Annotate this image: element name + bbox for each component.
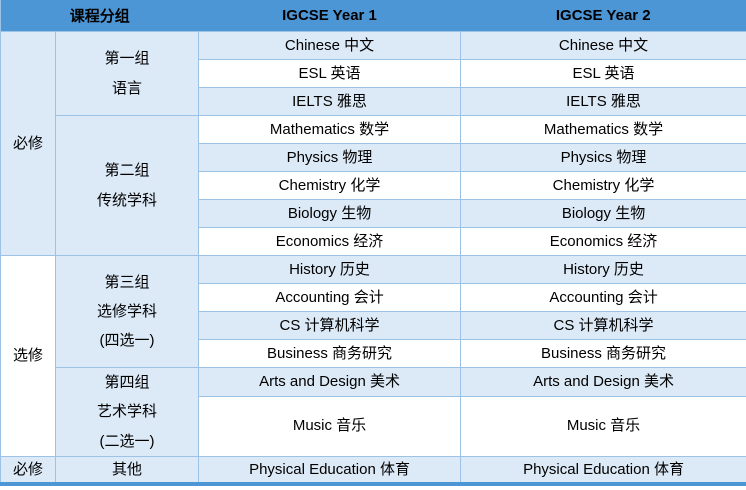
header-row: 课程分组 IGCSE Year 1 IGCSE Year 2 bbox=[0, 0, 746, 32]
group-2-traditional: 第二组 传统学科 bbox=[54, 115, 200, 256]
header-igcse-year1: IGCSE Year 1 bbox=[198, 0, 461, 32]
course-cell: Mathematics 数学 bbox=[198, 115, 462, 144]
table-row: Chemistry 化学 Chemistry 化学 bbox=[1, 171, 746, 200]
table-row: CS 计算机科学 CS 计算机科学 bbox=[1, 311, 746, 340]
group-line: 传统学科 bbox=[97, 191, 158, 209]
category-required-top: 必修 bbox=[0, 31, 56, 256]
table-row: ESL 英语 ESL 英语 bbox=[1, 59, 746, 88]
group-line: 第四组 bbox=[104, 374, 150, 391]
group-line: (二选一) bbox=[99, 432, 155, 450]
table-row: Accounting 会计 Accounting 会计 bbox=[1, 283, 746, 312]
table-row: 第四组 艺术学科 (二选一) Arts and Design 美术 Arts a… bbox=[1, 366, 746, 457]
course-cell: History 历史 bbox=[198, 255, 462, 284]
group-4-arts: 第四组 艺术学科 (二选一) bbox=[54, 367, 200, 457]
course-cell: Economics 经济 bbox=[198, 227, 462, 256]
header-course-group: 课程分组 bbox=[0, 0, 199, 32]
table-row: 必修 其他 Physical Education 体育 Physical Edu… bbox=[0, 455, 746, 485]
course-cell: ESL 英语 bbox=[460, 59, 746, 88]
course-cell: Business 商务研究 bbox=[198, 339, 462, 368]
category-elective: 选修 bbox=[0, 255, 56, 457]
course-cell: Physical Education 体育 bbox=[460, 455, 746, 485]
course-cell: Business 商务研究 bbox=[460, 339, 746, 368]
course-cell: ESL 英语 bbox=[198, 59, 462, 88]
table-row: Biology 生物 Biology 生物 bbox=[1, 199, 746, 228]
group-line: 选修学科 bbox=[97, 302, 158, 320]
table-row: Physics 物理 Physics 物理 bbox=[1, 143, 746, 172]
course-cell: Arts and Design 美术 bbox=[198, 366, 462, 398]
group-3-elective: 第三组 选修学科 (四选一) bbox=[54, 255, 200, 368]
course-cell: Accounting 会计 bbox=[460, 283, 746, 312]
course-cell: IELTS 雅思 bbox=[460, 87, 746, 116]
course-cell: Chinese 中文 bbox=[460, 31, 746, 60]
course-cell: Music 音乐 bbox=[198, 396, 462, 457]
course-cell: Biology 生物 bbox=[460, 199, 746, 228]
table-row: 必修 第一组 语言 Chinese 中文 Chinese 中文 bbox=[0, 31, 746, 256]
course-cell: Physical Education 体育 bbox=[198, 455, 462, 485]
group-line: 第三组 bbox=[104, 273, 150, 291]
group-line: 艺术学科 bbox=[97, 403, 158, 421]
group-line: 第一组 bbox=[104, 50, 150, 68]
course-cell: Chemistry 化学 bbox=[198, 171, 462, 200]
course-cell: Physics 物理 bbox=[460, 143, 746, 172]
course-cell: Music 音乐 bbox=[460, 396, 746, 457]
course-cell: Physics 物理 bbox=[198, 143, 462, 172]
course-cell: Mathematics 数学 bbox=[460, 115, 746, 144]
group-line: 第二组 bbox=[104, 162, 150, 180]
group-1-language: 第一组 语言 bbox=[54, 31, 200, 116]
course-cell: Biology 生物 bbox=[198, 199, 462, 228]
group-line: (四选一) bbox=[99, 332, 155, 350]
course-cell: CS 计算机科学 bbox=[460, 311, 746, 340]
course-cell: Arts and Design 美术 bbox=[460, 366, 746, 398]
group-other: 其他 bbox=[54, 455, 200, 485]
course-cell: History 历史 bbox=[460, 255, 746, 284]
table-row: Economics 经济 Economics 经济 bbox=[1, 227, 746, 256]
course-cell: Chemistry 化学 bbox=[460, 171, 746, 200]
category-required-bottom: 必修 bbox=[0, 455, 56, 485]
table-row: 第二组 传统学科 Mathematics 数学 Mathematics 数学 bbox=[1, 115, 746, 256]
group-line: 其他 bbox=[112, 460, 143, 478]
table-row: Music 音乐 Music 音乐 bbox=[1, 396, 746, 457]
table-row: 选修 第三组 选修学科 (四选一) History 历史 History 历史 bbox=[0, 255, 746, 457]
header-igcse-year2: IGCSE Year 2 bbox=[460, 0, 746, 32]
course-cell: Chinese 中文 bbox=[198, 31, 462, 60]
course-cell: IELTS 雅思 bbox=[198, 87, 462, 116]
course-cell: Accounting 会计 bbox=[198, 283, 462, 312]
group-line: 语言 bbox=[112, 79, 143, 97]
course-cell: Economics 经济 bbox=[460, 227, 746, 256]
course-cell: CS 计算机科学 bbox=[198, 311, 462, 340]
